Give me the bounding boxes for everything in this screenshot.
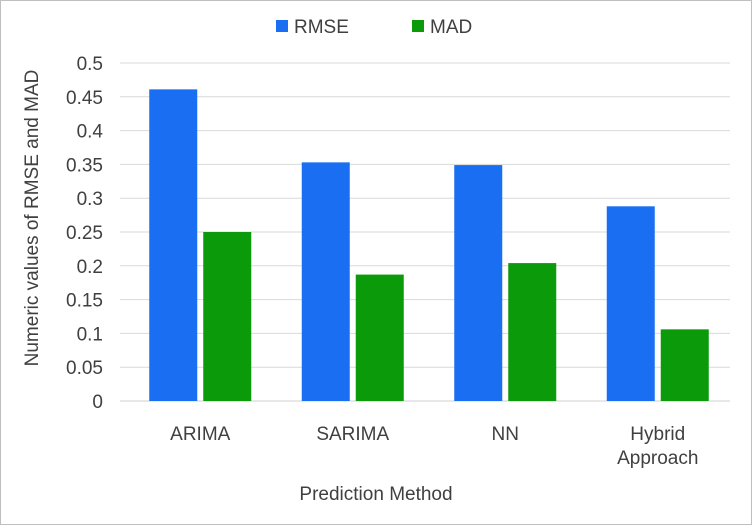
bar-mad-arima xyxy=(203,232,252,401)
y-tick-label: 0.25 xyxy=(66,223,103,244)
x-tick-label: SARIMA xyxy=(316,424,389,445)
y-tick-label: 0.4 xyxy=(77,122,104,143)
bars xyxy=(149,89,709,401)
legend-label-rmse: RMSE xyxy=(294,17,349,38)
bar-rmse-nn xyxy=(454,165,503,401)
x-axis-ticks: ARIMA SARIMA NN Hybrid Approach xyxy=(170,424,698,469)
legend: RMSE MAD xyxy=(276,17,472,38)
y-tick-label: 0.45 xyxy=(66,88,103,109)
y-tick-label: 0.3 xyxy=(77,189,103,210)
legend-swatch-rmse xyxy=(276,20,288,32)
y-tick-label: 0.35 xyxy=(66,155,103,176)
bar-mad-nn xyxy=(508,263,557,401)
bar-mad-sarima xyxy=(355,274,404,401)
bar-mad-hybrid-approach xyxy=(660,329,709,401)
x-tick-label: Hybrid Approach xyxy=(617,424,698,469)
x-tick-label: NN xyxy=(492,424,519,445)
bar-rmse-arima xyxy=(149,89,198,401)
y-tick-label: 0.05 xyxy=(66,358,103,379)
bar-rmse-sarima xyxy=(301,162,350,401)
y-axis-ticks: 0 0.05 0.1 0.15 0.2 0.25 0.3 0.35 0.4 0.45 0.5 xyxy=(66,54,103,413)
y-tick-label: 0.5 xyxy=(77,54,103,75)
legend-label-mad: MAD xyxy=(430,17,472,38)
x-tick-label: ARIMA xyxy=(170,424,231,445)
y-tick-label: 0 xyxy=(92,392,103,413)
bar-rmse-hybrid-approach xyxy=(606,206,655,401)
y-tick-label: 0.1 xyxy=(77,324,103,345)
y-axis-label: Numeric values of RMSE and MAD xyxy=(22,70,43,367)
y-tick-label: 0.2 xyxy=(77,257,103,278)
legend-swatch-mad xyxy=(412,20,424,32)
y-tick-label: 0.15 xyxy=(66,291,103,312)
x-axis-label: Prediction Method xyxy=(299,484,452,505)
